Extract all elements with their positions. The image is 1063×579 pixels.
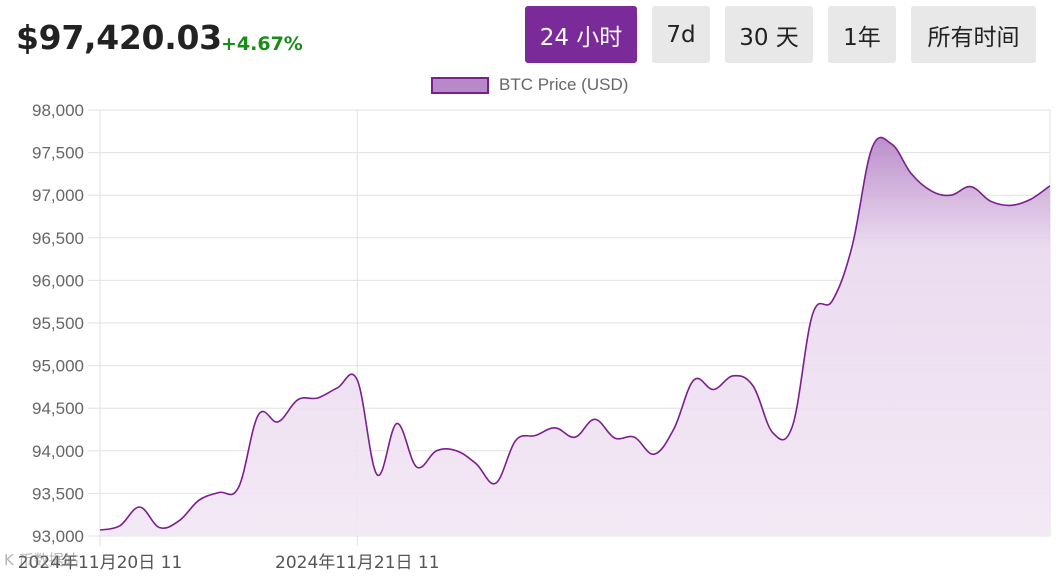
data-point: 2024-11-20 19:30 : 94000: [433, 448, 439, 454]
data-point: 2024-11-20 11:30 : 93120: [117, 523, 123, 529]
chart-legend[interactable]: BTC Price (USD): [431, 75, 628, 95]
y-tick-label: 93,500: [32, 484, 84, 503]
data-point: 2024-11-21 07:00 : 97600: [889, 141, 895, 147]
data-point: 2024-11-20 20:30 : 93850: [473, 461, 479, 467]
data-point: 2024-11-21 10:00 : 96880: [1007, 202, 1013, 208]
data-point: 2024-11-21 03:00 : 94880: [730, 373, 736, 379]
data-point: 2024-11-20 23:30 : 94370: [592, 416, 598, 422]
data-point: 2024-11-20 22:30 : 94270: [552, 425, 558, 431]
data-point: 2024-11-20 23:00 : 94160: [572, 434, 578, 440]
data-point: 2024-11-20 14:30 : 93570: [236, 484, 242, 490]
data-point: 2024-11-20 22:00 : 94180: [532, 432, 538, 438]
x-axis: 2024年11月20日 11 2024年11月21日 11: [18, 553, 440, 573]
y-tick-label: 93,000: [32, 527, 84, 546]
data-point: 2024-11-21 06:30 : 97550: [869, 145, 875, 151]
current-price: $97,420.03: [16, 18, 222, 57]
y-tick-label: 95,000: [32, 357, 84, 376]
x-tick-label: 2024年11月21日 11: [275, 553, 440, 573]
data-point: 2024-11-21 00:30 : 94160: [631, 434, 637, 440]
range-button-30d[interactable]: 30 天: [725, 6, 813, 63]
data-point: 2024-11-20 21:00 : 93620: [493, 480, 499, 486]
legend-swatch: [431, 76, 489, 94]
data-point: 2024-11-21 01:30 : 94260: [671, 426, 677, 432]
data-point: 2024-11-20 21:30 : 94120: [513, 438, 519, 444]
data-point: 2024-11-21 01:00 : 93960: [651, 451, 657, 457]
data-point: 2024-11-21 00:00 : 94150: [612, 435, 618, 441]
data-point: 2024-11-21 08:00 : 97050: [928, 188, 934, 194]
data-point: 2024-11-21 08:30 : 97000: [948, 192, 954, 198]
data-point: 2024-11-21 04:30 : 94300: [790, 422, 796, 428]
y-tick-label: 98,000: [32, 101, 84, 120]
range-button-1y[interactable]: 1年: [828, 6, 896, 63]
data-point: 2024-11-20 11:00 : 93070: [97, 527, 103, 533]
price-line: [99, 136, 1051, 531]
y-axis: 93,000 93,500 94,000 94,500 95,000 95,500 96,0…: [32, 101, 84, 546]
data-point: 2024-11-21 02:30 : 94720: [711, 386, 717, 392]
legend-label: BTC Price (USD): [499, 75, 629, 94]
data-point: 2024-11-21 11:00 : 97110: [1047, 183, 1053, 189]
data-point: 2024-11-21 09:00 : 97100: [968, 184, 974, 190]
price-area-fill: [100, 137, 1050, 536]
data-point: 2024-11-20 15:30 : 94340: [275, 419, 281, 425]
x-tick-label: 2024年11月20日 11: [18, 553, 183, 573]
y-tick-label: 94,500: [32, 399, 84, 418]
data-point: 2024-11-20 17:00 : 94740: [335, 385, 341, 391]
data-point: 2024-11-20 19:00 : 93810: [414, 464, 420, 470]
price-change-percent: +4.67%: [221, 33, 303, 55]
data-point: 2024-11-20 13:30 : 93420: [196, 497, 202, 503]
range-button-24h[interactable]: 24 小时: [525, 6, 637, 63]
data-point: 2024-11-20 16:30 : 94620: [315, 395, 321, 401]
data-point: 2024-11-21 10:30 : 96950: [1027, 196, 1033, 202]
data-point: 2024-11-21 05:00 : 95600: [810, 311, 816, 317]
data-point: 2024-11-20 13:00 : 93180: [176, 518, 182, 524]
data-point: 2024-11-20 12:30 : 93100: [156, 524, 162, 530]
data-point: 2024-11-21 07:30 : 97250: [908, 171, 914, 177]
data-point: 2024-11-21 06:00 : 96400: [849, 243, 855, 249]
data-point: 2024-11-21 02:00 : 94830: [691, 377, 697, 383]
watermark: K 币数据站: [4, 551, 79, 569]
data-point: 2024-11-20 18:00 : 93720: [374, 472, 380, 478]
y-tick-label: 96,500: [32, 229, 84, 248]
range-button-7d[interactable]: 7d: [652, 6, 710, 63]
data-point: 2024-11-21 04:00 : 94210: [770, 430, 776, 436]
data-point: 2024-11-20 16:00 : 94600: [295, 397, 301, 403]
data-point: 2024-11-20 20:00 : 94000: [453, 448, 459, 454]
y-tick-label: 94,000: [32, 442, 84, 461]
y-tick-label: 96,000: [32, 271, 84, 290]
data-point: 2024-11-20 12:00 : 93340: [137, 504, 143, 510]
y-tick-label: 97,000: [32, 186, 84, 205]
data-point: 2024-11-20 17:30 : 94830: [354, 377, 360, 383]
data-point: 2024-11-21 05:30 : 95760: [829, 298, 835, 304]
data-point: 2024-11-21 09:30 : 96930: [988, 198, 994, 204]
data-point: 2024-11-21 03:30 : 94760: [750, 383, 756, 389]
data-point: 2024-11-20 14:00 : 93510: [216, 490, 222, 496]
time-range-selector: 24 小时 7d 30 天 1年 所有时间: [0, 6, 1063, 64]
y-tick-label: 97,500: [32, 144, 84, 163]
data-point: 2024-11-20 18:30 : 94320: [394, 421, 400, 427]
y-tick-label: 95,500: [32, 314, 84, 333]
range-button-all-time[interactable]: 所有时间: [911, 6, 1036, 63]
data-point: 2024-11-20 15:00 : 94420: [255, 412, 261, 418]
